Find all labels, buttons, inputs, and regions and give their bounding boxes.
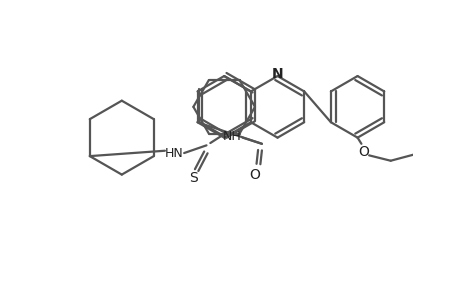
Text: NH: NH	[222, 130, 241, 142]
Text: S: S	[189, 172, 197, 185]
Text: HN: HN	[164, 146, 183, 160]
Text: N: N	[271, 68, 283, 82]
Text: O: O	[249, 168, 260, 182]
Text: O: O	[358, 145, 369, 158]
